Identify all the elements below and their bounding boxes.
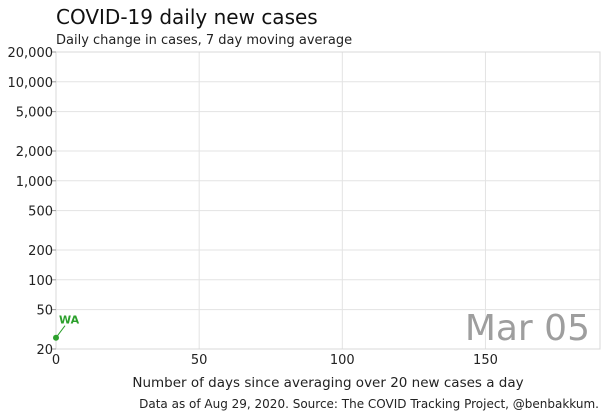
source-note: Data as of Aug 29, 2020. Source: The COV… <box>139 397 599 411</box>
y-tick-label: 20,000 <box>8 46 54 61</box>
series-layer: WA <box>53 314 80 341</box>
x-axis-ticks: 0 50 100 150 <box>52 353 498 368</box>
x-tick-label: 50 <box>191 353 208 368</box>
y-tick-label: 1,000 <box>16 175 53 190</box>
x-tick-label: 150 <box>473 353 498 368</box>
x-axis-title: Number of days since averaging over 20 n… <box>132 375 523 391</box>
y-tick-label: 500 <box>28 205 53 220</box>
date-stamp: Mar 05 <box>465 308 590 349</box>
y-tick-label: 200 <box>28 244 53 259</box>
chart-subtitle: Daily change in cases, 7 day moving aver… <box>56 33 352 48</box>
series-label-leader <box>55 325 66 339</box>
x-tick-label: 100 <box>330 353 355 368</box>
y-axis-ticks: 20 50 100 200 500 1,000 2,000 5,000 10,000 20,000 <box>8 46 56 358</box>
x-tick-label: 0 <box>52 353 60 368</box>
chart-title: COVID-19 daily new cases <box>56 5 318 29</box>
y-tick-label: 50 <box>36 304 53 319</box>
plot-area <box>55 51 601 350</box>
y-tick-label: 2,000 <box>16 145 53 160</box>
y-tick-label: 20 <box>36 343 53 358</box>
y-tick-label: 100 <box>28 274 53 289</box>
y-tick-label: 10,000 <box>8 76 54 91</box>
y-tick-label: 5,000 <box>16 106 53 121</box>
series-label: WA <box>59 314 80 327</box>
grid-lines <box>55 51 600 350</box>
